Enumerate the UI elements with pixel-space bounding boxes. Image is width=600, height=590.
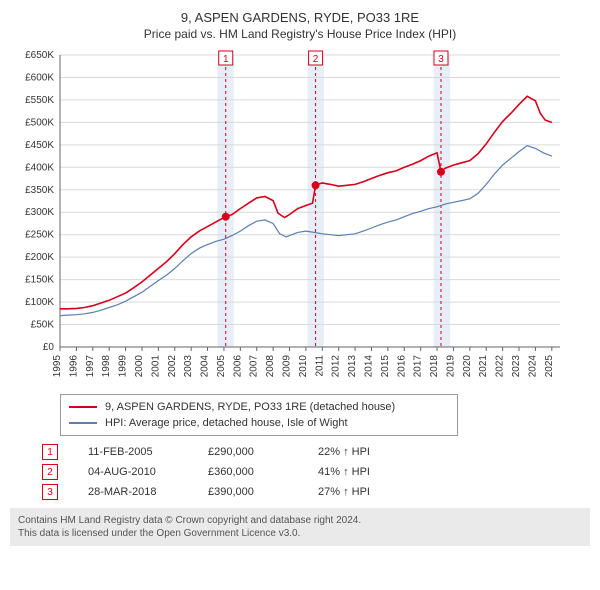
y-tick-label: £550K	[25, 95, 54, 106]
x-tick-label: 2006	[232, 355, 243, 378]
chart-svg: £0 £50K £100K £150K £200K £250K £300K £350K £400…	[10, 47, 570, 387]
y-tick-label: £0	[43, 342, 55, 353]
y-tick-label: £600K	[25, 72, 54, 83]
chart-legend: 9, ASPEN GARDENS, RYDE, PO33 1RE (detach…	[60, 394, 458, 436]
y-tick-label: £650K	[25, 50, 54, 61]
x-tick-label: 2019	[445, 355, 456, 378]
events-table: 1 11-FEB-2005£290,00022% ↑ HPI 2 04-AUG-201…	[42, 442, 590, 502]
x-tick-label: 2025	[544, 355, 555, 378]
series-marker	[437, 168, 445, 176]
event-hpi-delta: 27% ↑ HPI	[318, 486, 408, 498]
event-marker-label: 3	[438, 54, 444, 65]
x-tick-label: 2024	[527, 355, 538, 378]
x-tick-label: 2022	[495, 355, 506, 378]
legend-item: HPI: Average price, detached house, Isle…	[69, 415, 449, 431]
y-tick-label: £100K	[25, 297, 54, 308]
y-tick-label: £450K	[25, 140, 54, 151]
x-tick-label: 2015	[380, 355, 391, 378]
event-date: 28-MAR-2018	[88, 486, 208, 498]
x-tick-label: 1997	[85, 355, 96, 378]
legend-label: 9, ASPEN GARDENS, RYDE, PO33 1RE (detach…	[105, 401, 395, 413]
x-tick-label: 2002	[167, 355, 178, 378]
x-tick-label: 2013	[347, 355, 358, 378]
y-tick-label: £150K	[25, 275, 54, 286]
event-date: 11-FEB-2005	[88, 446, 208, 458]
x-tick-label: 1996	[68, 355, 79, 378]
y-tick-label: £200K	[25, 252, 54, 263]
y-tick-label: £300K	[25, 207, 54, 218]
x-tick-label: 2017	[413, 355, 424, 378]
y-tick-label: £50K	[31, 320, 55, 331]
event-marker-label: 2	[313, 54, 319, 65]
x-tick-label: 2021	[478, 355, 489, 378]
event-date: 04-AUG-2010	[88, 466, 208, 478]
y-tick-label: £500K	[25, 117, 54, 128]
legend-label: HPI: Average price, detached house, Isle…	[105, 417, 348, 429]
x-tick-label: 2023	[511, 355, 522, 378]
x-tick-label: 2004	[200, 355, 211, 378]
event-row: 2 04-AUG-2010£360,00041% ↑ HPI	[42, 462, 590, 482]
event-hpi-delta: 41% ↑ HPI	[318, 466, 408, 478]
x-tick-label: 2012	[331, 355, 342, 378]
price-chart: £0 £50K £100K £150K £200K £250K £300K £350K £400…	[10, 47, 590, 390]
event-price: £390,000	[208, 486, 318, 498]
event-number-box: 1	[42, 444, 58, 460]
x-tick-label: 2001	[150, 355, 161, 378]
x-tick-label: 2018	[429, 355, 440, 378]
event-price: £360,000	[208, 466, 318, 478]
x-tick-label: 1995	[52, 355, 63, 378]
event-marker-label: 1	[223, 54, 229, 65]
event-number-box: 2	[42, 464, 58, 480]
event-hpi-delta: 22% ↑ HPI	[318, 446, 408, 458]
legend-swatch	[69, 422, 97, 424]
event-price: £290,000	[208, 446, 318, 458]
x-tick-label: 2008	[265, 355, 276, 378]
event-number-box: 3	[42, 484, 58, 500]
event-row: 3 28-MAR-2018£390,00027% ↑ HPI	[42, 482, 590, 502]
series-marker	[222, 213, 230, 221]
x-tick-label: 2000	[134, 355, 145, 378]
x-tick-label: 2014	[363, 355, 374, 378]
x-tick-label: 1999	[118, 355, 129, 378]
x-tick-label: 2010	[298, 355, 309, 378]
y-tick-label: £250K	[25, 230, 54, 241]
chart-title-subtitle: Price paid vs. HM Land Registry's House …	[10, 27, 590, 41]
x-tick-label: 2020	[462, 355, 473, 378]
x-tick-label: 2016	[396, 355, 407, 378]
x-tick-label: 2007	[249, 355, 260, 378]
x-tick-label: 2003	[183, 355, 194, 378]
chart-title-address: 9, ASPEN GARDENS, RYDE, PO33 1RE	[10, 10, 590, 25]
x-tick-label: 2011	[314, 355, 325, 377]
x-tick-label: 2005	[216, 355, 227, 378]
legend-swatch	[69, 406, 97, 408]
attribution-line1: Contains HM Land Registry data © Crown c…	[18, 514, 582, 527]
x-tick-label: 1998	[101, 355, 112, 378]
y-tick-label: £400K	[25, 162, 54, 173]
x-tick-label: 2009	[282, 355, 293, 378]
legend-item: 9, ASPEN GARDENS, RYDE, PO33 1RE (detach…	[69, 399, 449, 415]
series-marker	[312, 181, 320, 189]
event-row: 1 11-FEB-2005£290,00022% ↑ HPI	[42, 442, 590, 462]
y-tick-label: £350K	[25, 185, 54, 196]
data-attribution: Contains HM Land Registry data © Crown c…	[10, 508, 590, 546]
attribution-line2: This data is licensed under the Open Gov…	[18, 527, 582, 540]
